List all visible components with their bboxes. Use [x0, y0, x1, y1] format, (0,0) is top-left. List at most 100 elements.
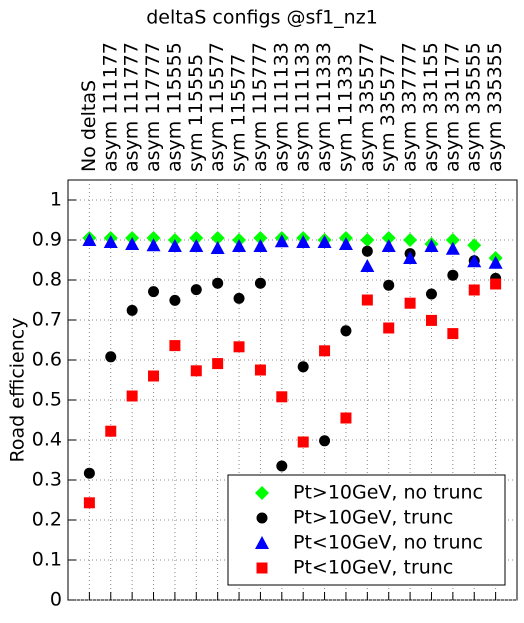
marker	[276, 460, 288, 472]
marker	[447, 328, 459, 340]
marker	[189, 231, 204, 245]
marker	[361, 245, 373, 257]
x-tick-label: No deltaS	[78, 80, 100, 172]
y-tick-label: 0.9	[32, 229, 62, 251]
x-tick-label: asym 115555	[163, 42, 185, 172]
x-tick-label: sym 115577	[228, 54, 250, 172]
legend-marker	[256, 512, 268, 524]
marker	[445, 241, 460, 255]
x-tick-label: asym 335577	[356, 42, 378, 172]
y-tick-label: 0	[50, 589, 62, 611]
marker	[360, 233, 375, 247]
marker	[381, 239, 396, 252]
marker	[447, 269, 459, 281]
y-axis-label: Road efficiency	[7, 318, 29, 463]
x-tick-label: asym 111133	[292, 42, 314, 172]
y-tick-label: 0.1	[32, 549, 62, 571]
marker	[403, 251, 418, 264]
legend-marker	[256, 562, 268, 574]
marker	[383, 322, 395, 334]
marker	[253, 239, 268, 252]
legend-label: Pt<10GeV, no trunc	[293, 532, 483, 554]
y-tick-label: 0.4	[32, 429, 62, 451]
marker	[105, 351, 117, 363]
marker	[148, 286, 160, 298]
marker	[425, 288, 437, 300]
marker	[126, 304, 138, 316]
marker	[319, 345, 331, 357]
y-tick-label: 0.7	[32, 309, 62, 331]
marker	[212, 358, 224, 370]
marker	[103, 235, 118, 248]
marker	[317, 235, 332, 248]
x-tick-label: asym 331155	[420, 42, 442, 172]
marker	[210, 241, 225, 254]
x-tick-label: asym 337777	[399, 42, 421, 172]
marker	[274, 234, 289, 248]
marker	[403, 233, 418, 247]
marker	[146, 238, 161, 252]
x-tick-label: asym 335355	[484, 42, 506, 172]
marker	[424, 239, 439, 252]
marker	[254, 364, 266, 376]
x-tick-label: asym 111133	[270, 42, 292, 172]
marker	[190, 365, 202, 377]
marker	[297, 436, 309, 448]
marker	[297, 361, 309, 373]
marker	[189, 239, 204, 252]
x-tick-label: asym 117777	[142, 42, 164, 172]
marker	[296, 235, 311, 248]
marker	[212, 277, 224, 289]
marker	[232, 239, 247, 252]
marker	[169, 294, 181, 306]
marker	[319, 435, 331, 447]
marker	[82, 233, 97, 246]
marker	[210, 231, 225, 245]
y-tick-label: 0.3	[32, 469, 62, 491]
chart-title: deltaS configs @sf1_nz1	[146, 7, 378, 29]
x-tick-label: asym 111777	[121, 42, 143, 172]
y-tick-label: 0.6	[32, 349, 62, 371]
marker	[340, 412, 352, 424]
marker	[361, 294, 373, 306]
marker	[146, 231, 161, 245]
marker	[340, 325, 352, 337]
legend-box	[227, 474, 506, 586]
x-tick-label: asym 115777	[249, 42, 271, 172]
marker	[468, 284, 480, 296]
marker	[190, 284, 202, 296]
marker	[338, 237, 353, 250]
marker	[445, 233, 460, 247]
legend-marker	[255, 536, 269, 549]
marker	[233, 292, 245, 304]
marker	[360, 259, 375, 272]
marker	[125, 237, 140, 250]
x-tick-label: sym 115555	[185, 54, 207, 172]
marker	[425, 314, 437, 326]
marker	[148, 370, 160, 382]
x-tick-label: asym 115577	[206, 42, 228, 172]
x-tick-label: asym 111333	[313, 42, 335, 172]
marker	[83, 467, 95, 479]
marker	[276, 391, 288, 403]
marker	[383, 279, 395, 291]
marker	[381, 231, 396, 245]
marker	[467, 238, 482, 253]
marker	[488, 255, 503, 269]
y-tick-label: 1	[50, 189, 62, 211]
marker	[254, 277, 266, 289]
marker	[253, 231, 268, 245]
marker	[404, 297, 416, 309]
marker	[490, 278, 502, 290]
marker	[83, 497, 95, 509]
marker	[167, 239, 182, 252]
legend-label: Pt>10GeV, no trunc	[293, 482, 483, 504]
x-tick-label: asym 335555	[463, 42, 485, 172]
x-tick-label: sym 111333	[334, 54, 356, 172]
marker	[467, 254, 482, 268]
marker	[126, 390, 138, 402]
y-tick-label: 0.8	[32, 269, 62, 291]
legend-label: Pt<10GeV, trunc	[293, 557, 453, 579]
legend-label: Pt>10GeV, trunc	[293, 507, 453, 529]
